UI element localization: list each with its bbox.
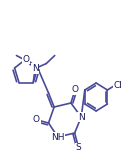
Text: O: O	[23, 55, 30, 64]
Text: O: O	[33, 115, 40, 125]
Text: NH: NH	[51, 133, 65, 142]
Text: N: N	[32, 64, 39, 73]
Text: S: S	[76, 143, 81, 152]
Text: Cl: Cl	[114, 80, 122, 89]
Text: N: N	[78, 112, 85, 122]
Text: O: O	[71, 85, 78, 94]
